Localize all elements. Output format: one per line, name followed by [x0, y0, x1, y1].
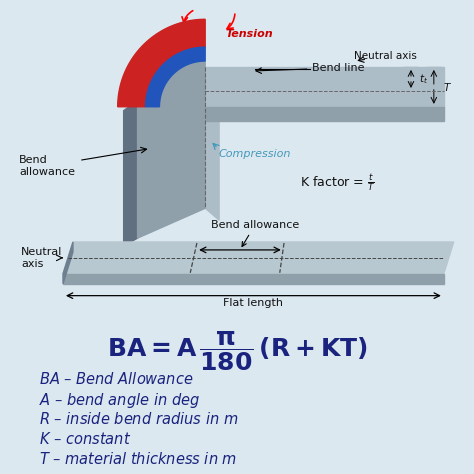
Text: $\mathit{A}$ – bend angle in deg: $\mathit{A}$ – bend angle in deg: [39, 391, 200, 410]
Text: $t_t$: $t_t$: [419, 72, 428, 86]
Text: $\mathbf{BA = A\,\dfrac{\pi}{180}\,(R + KT)}$: $\mathbf{BA = A\,\dfrac{\pi}{180}\,(R + …: [107, 329, 367, 373]
Text: Bend allowance: Bend allowance: [211, 220, 299, 246]
Text: $\mathit{K}$ – constant: $\mathit{K}$ – constant: [39, 431, 131, 447]
Polygon shape: [124, 101, 137, 246]
Polygon shape: [205, 107, 444, 121]
Polygon shape: [124, 67, 219, 246]
Text: K factor = $\frac{t}{T}$: K factor = $\frac{t}{T}$: [300, 173, 375, 193]
Text: Neutral axis: Neutral axis: [354, 51, 417, 61]
Text: Flat length: Flat length: [223, 298, 283, 308]
Text: $T$: $T$: [443, 81, 452, 93]
Polygon shape: [137, 67, 205, 238]
Text: Neutral
axis: Neutral axis: [21, 247, 63, 269]
Text: $\mathit{R}$ – inside bend radius in m: $\mathit{R}$ – inside bend radius in m: [39, 411, 238, 427]
Polygon shape: [63, 242, 454, 274]
Polygon shape: [146, 47, 205, 107]
Text: Bend
allowance: Bend allowance: [19, 155, 75, 177]
Text: $\mathit{BA}$ – Bend Allowance: $\mathit{BA}$ – Bend Allowance: [39, 371, 194, 387]
Polygon shape: [205, 67, 444, 107]
Polygon shape: [159, 61, 205, 107]
Text: $\mathit{T}$ – material thickness in m: $\mathit{T}$ – material thickness in m: [39, 451, 237, 467]
Polygon shape: [63, 274, 444, 284]
Polygon shape: [118, 19, 205, 107]
Text: Bend line: Bend line: [311, 63, 364, 73]
Text: Tension: Tension: [225, 29, 273, 39]
Text: Compression: Compression: [218, 148, 291, 158]
Polygon shape: [63, 242, 73, 284]
